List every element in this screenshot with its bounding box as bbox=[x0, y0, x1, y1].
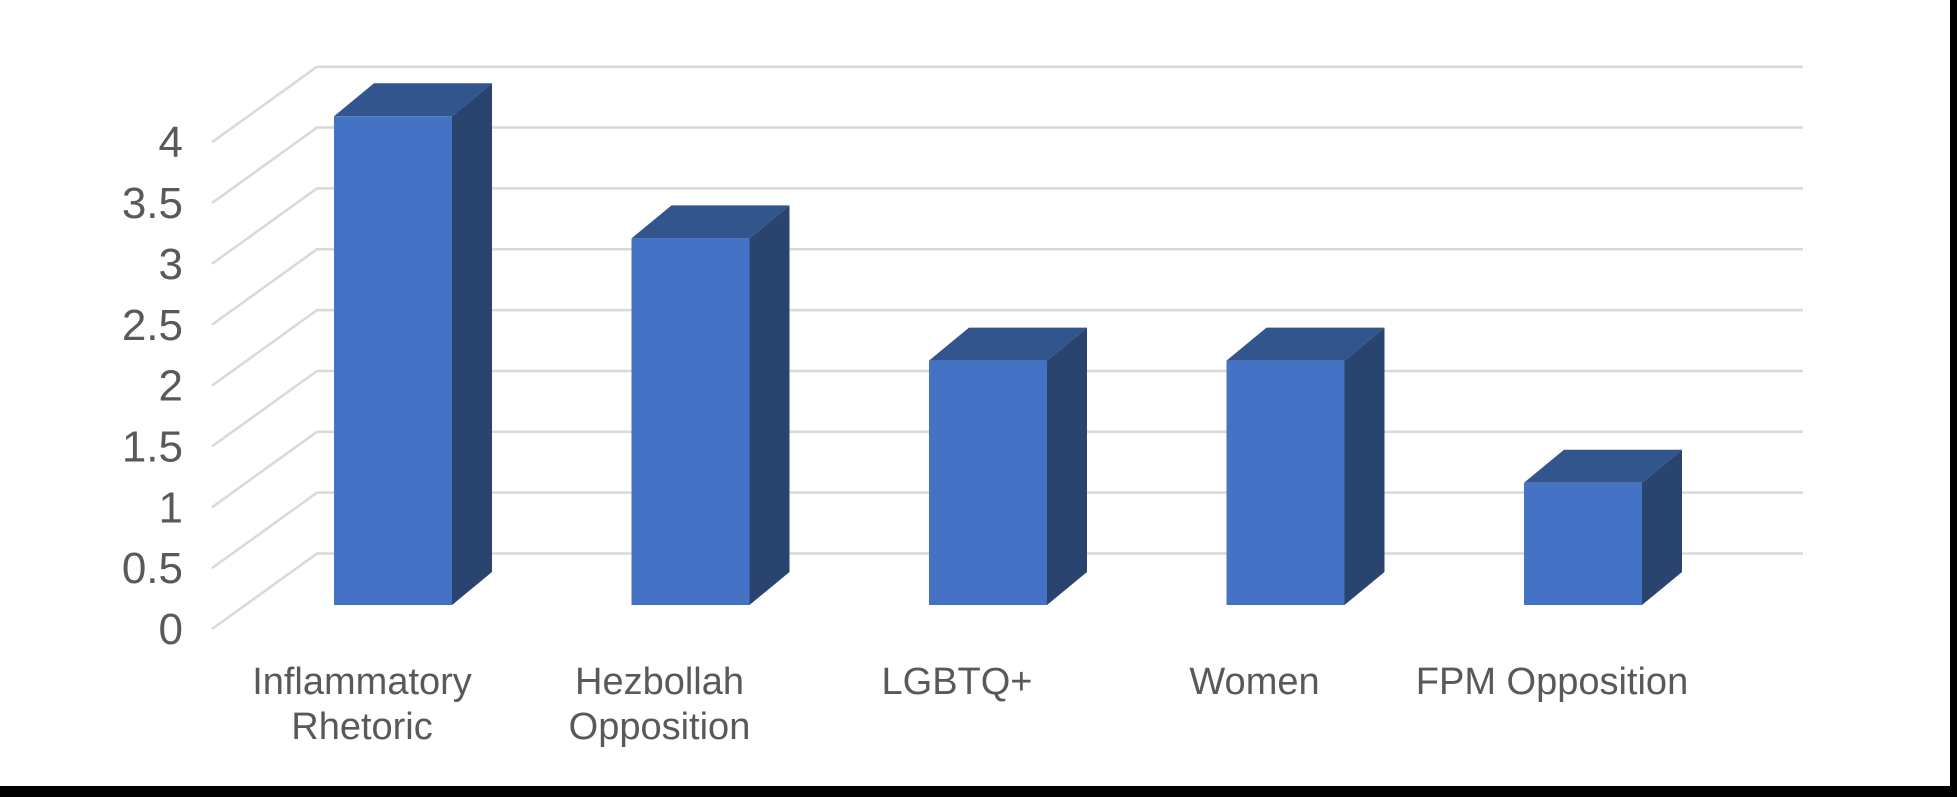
y-tick-label: 0 bbox=[159, 605, 183, 654]
y-tick-label: 3 bbox=[159, 240, 183, 289]
x-category-label: LGBTQ+ bbox=[882, 661, 1033, 703]
bar-front-face bbox=[631, 238, 750, 605]
bar-side-face bbox=[1344, 327, 1385, 605]
gridline bbox=[211, 308, 1803, 387]
y-tick-label: 0.5 bbox=[122, 544, 183, 593]
y-tick-label: 4 bbox=[159, 118, 183, 167]
x-category-label: Inflammatory bbox=[252, 661, 472, 703]
gridlines bbox=[211, 65, 1803, 631]
bar-inflammatory-rhetoric bbox=[334, 83, 492, 605]
y-tick-label: 2 bbox=[159, 362, 183, 411]
bar-top-face bbox=[1226, 327, 1385, 361]
right-edge-black-bar bbox=[1950, 0, 1957, 797]
bar-women bbox=[1226, 327, 1385, 605]
bar-top-face bbox=[929, 327, 1087, 361]
bar-side-face bbox=[452, 83, 492, 605]
bar-side-face bbox=[1047, 327, 1087, 605]
x-category-label: Hezbollah bbox=[575, 661, 744, 703]
y-tick-label: 2.5 bbox=[122, 301, 183, 350]
bar-front-face bbox=[1226, 360, 1345, 605]
bar-side-face bbox=[749, 205, 790, 605]
bar-fpm-opposition bbox=[1524, 449, 1682, 605]
bar-top-face bbox=[334, 83, 492, 117]
bar-top-face bbox=[631, 205, 790, 239]
y-tick-label: 1.5 bbox=[122, 422, 183, 471]
y-tick-label: 1 bbox=[159, 483, 183, 532]
y-axis-tick-labels: 4 3.5 3 2.5 2 1.5 1 0.5 0 bbox=[122, 118, 183, 654]
bar-lgbtq- bbox=[929, 327, 1087, 605]
gridline bbox=[211, 248, 1803, 326]
x-category-label: FPM Opposition bbox=[1416, 661, 1688, 703]
bottom-edge-black-bar bbox=[0, 786, 1957, 797]
bar-side-face bbox=[1642, 449, 1682, 605]
x-category-label: Women bbox=[1189, 661, 1319, 703]
y-tick-label: 3.5 bbox=[122, 179, 183, 228]
x-category-label: Opposition bbox=[569, 706, 751, 748]
bar-front-face bbox=[334, 116, 452, 605]
bar-hezbollah-opposition bbox=[631, 205, 790, 605]
bar-front-face bbox=[1524, 482, 1642, 605]
bar-front-face bbox=[929, 360, 1047, 605]
gridline bbox=[211, 187, 1803, 265]
x-category-label: Rhetoric bbox=[291, 706, 433, 748]
bars bbox=[334, 83, 1682, 605]
bar-top-face bbox=[1524, 449, 1682, 483]
gridline bbox=[211, 65, 1803, 144]
gridline bbox=[211, 126, 1803, 205]
